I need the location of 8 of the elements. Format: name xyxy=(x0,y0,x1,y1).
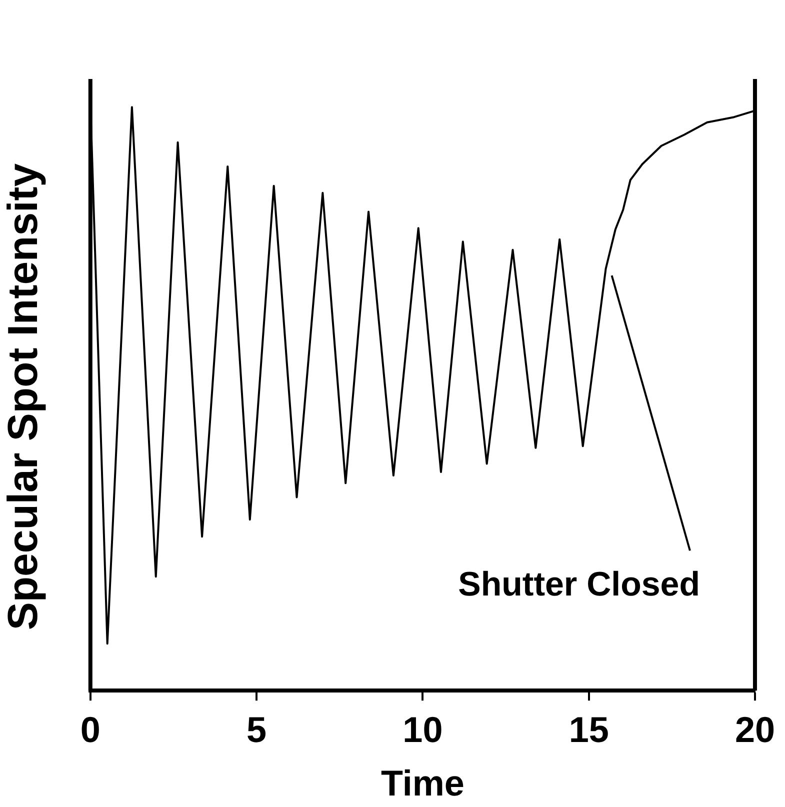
x-tick-label: 5 xyxy=(246,709,267,750)
x-tick-label: 10 xyxy=(402,709,443,750)
y-axis-title: Specular Spot Intensity xyxy=(0,162,46,630)
x-axis-title: Time xyxy=(381,762,464,804)
x-tick-label: 0 xyxy=(80,709,100,750)
x-tick-label: 15 xyxy=(568,709,609,750)
x-tick-label: 20 xyxy=(734,709,775,750)
annotation: Shutter Closed xyxy=(458,566,700,604)
